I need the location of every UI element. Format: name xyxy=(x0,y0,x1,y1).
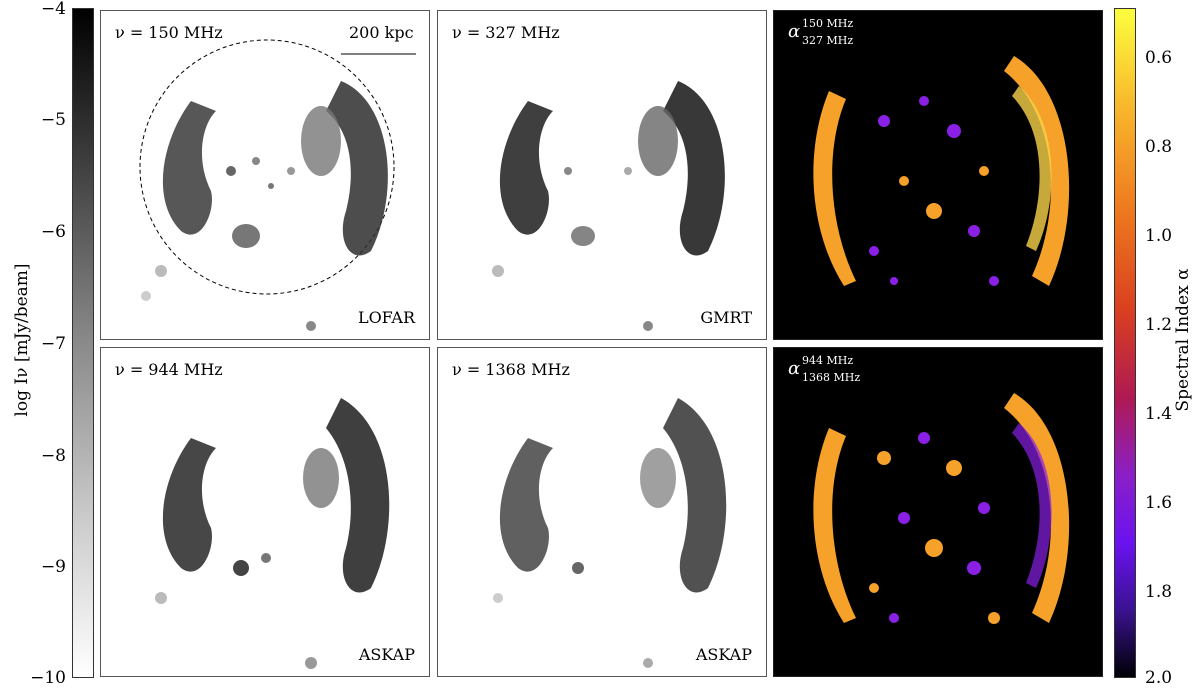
colorbar-tick: 2.0 xyxy=(1145,668,1173,688)
panel-944mhz: ν = 944 MHz ASKAP xyxy=(100,347,430,677)
colorbar-tick: −4 xyxy=(40,0,66,19)
colorbar-tick: 1.0 xyxy=(1145,226,1173,246)
colorbar-tick: −8 xyxy=(40,446,66,466)
telescope-label: LOFAR xyxy=(357,308,415,327)
intensity-colorbar-title: log Iν [mJy/beam] xyxy=(12,263,32,417)
colorbar-tick: 0.8 xyxy=(1145,137,1173,157)
spectral-index-map-top xyxy=(813,56,1070,286)
telescope-label: ASKAP xyxy=(358,645,415,664)
telescope-label: GMRT xyxy=(700,308,752,327)
scale-bar-label: 200 kpc xyxy=(349,23,414,42)
panel-1368mhz: ν = 1368 MHz ASKAP xyxy=(437,347,767,677)
colorbar-tick: 1.8 xyxy=(1145,582,1173,602)
spectral-index-label: α 150 MHz 327 MHz xyxy=(788,17,854,47)
radio-map-944 xyxy=(155,398,390,669)
panel-spectral-index-150-327: α 150 MHz 327 MHz xyxy=(773,10,1103,340)
panel-327mhz: ν = 327 MHz GMRT xyxy=(437,10,767,340)
intensity-colorbar xyxy=(72,8,94,678)
colorbar-tick: −7 xyxy=(40,334,66,354)
colorbar-tick: 1.6 xyxy=(1145,493,1173,513)
panel-spectral-index-944-1368: α 944 MHz 1368 MHz xyxy=(773,347,1103,677)
colorbar-tick: −6 xyxy=(40,222,66,242)
colorbar-tick: −5 xyxy=(40,110,66,130)
colorbar-tick: 0.6 xyxy=(1145,48,1173,68)
frequency-label: ν = 1368 MHz xyxy=(452,360,570,379)
colorbar-tick: −10 xyxy=(30,668,66,688)
colorbar-tick: 1.2 xyxy=(1145,315,1173,335)
frequency-label: ν = 944 MHz xyxy=(115,360,223,379)
radio-map-1368 xyxy=(493,398,727,668)
radio-map-150 xyxy=(139,39,416,331)
colorbar-tick: 1.4 xyxy=(1145,404,1173,424)
spectral-index-colorbar xyxy=(1114,8,1136,678)
spectral-index-map-bottom xyxy=(813,393,1070,624)
frequency-label: ν = 327 MHz xyxy=(452,23,560,42)
spectral-index-label: α 944 MHz 1368 MHz xyxy=(788,354,861,384)
spectral-index-colorbar-title: Spectral Index α xyxy=(1173,268,1193,412)
colorbar-tick: −9 xyxy=(40,557,66,577)
telescope-label: ASKAP xyxy=(695,645,752,664)
radio-map-327 xyxy=(492,81,725,331)
frequency-label: ν = 150 MHz xyxy=(115,23,223,42)
panel-150mhz: ν = 150 MHz 200 kpc LOFAR xyxy=(100,10,430,340)
